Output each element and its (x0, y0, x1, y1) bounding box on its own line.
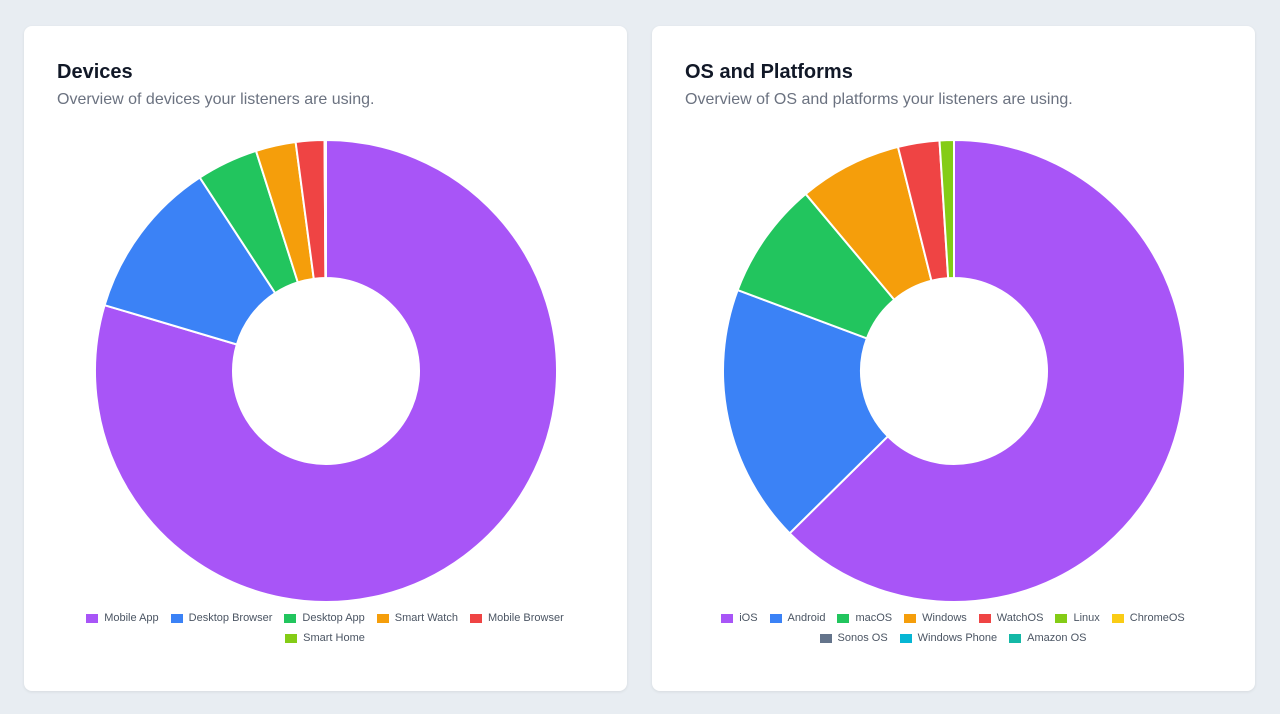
legend-swatch (769, 613, 782, 623)
legend-label: Smart Watch (394, 612, 458, 624)
legend-label: WatchOS (996, 612, 1044, 624)
legend-swatch (721, 613, 734, 623)
legend-swatch (284, 613, 297, 623)
card: Devices Overview of devices your listene… (24, 26, 627, 691)
chart-title: Devices (57, 61, 133, 83)
legend-swatch (469, 613, 482, 623)
legend-item: macOS (837, 612, 892, 624)
legend-swatch (899, 633, 912, 643)
legend-item: Windows Phone (899, 632, 998, 644)
legend-item: ChromeOS (1111, 612, 1185, 624)
slice (323, 138, 327, 280)
legend-swatch (837, 613, 850, 623)
legend-item: Desktop Browser (170, 612, 273, 624)
legend-item: WatchOS (978, 612, 1044, 624)
chart-subtitle: Overview of devices your listeners are u… (57, 91, 375, 108)
legend-item: Smart Watch (376, 612, 458, 624)
legend-swatch (170, 613, 183, 623)
slice (788, 138, 1186, 603)
legend-swatch (285, 633, 298, 643)
card: OS and Platforms Overview of OS and plat… (652, 26, 1255, 691)
chart (94, 138, 558, 603)
legend-label: Windows (922, 612, 967, 624)
legend-swatch (1111, 613, 1124, 623)
legend-label: Smart Home (303, 632, 365, 644)
legend-swatch (86, 613, 99, 623)
legend: Mobile App Desktop Browser Desktop App Smar… (65, 612, 585, 644)
legend-item: Windows (904, 612, 967, 624)
legend-label: Mobile App (104, 612, 159, 624)
legend-label: Sonos OS (837, 632, 888, 644)
legend-label: iOS (739, 612, 758, 624)
legend-swatch (1009, 633, 1022, 643)
legend-item: iOS (721, 612, 758, 624)
legend-label: ChromeOS (1129, 612, 1185, 624)
legend-label: Desktop Browser (188, 612, 273, 624)
slice (94, 138, 558, 603)
legend-label: Windows Phone (917, 632, 998, 644)
legend-swatch (819, 633, 832, 643)
legend-item: Mobile App (86, 612, 159, 624)
legend-item: Linux (1055, 612, 1100, 624)
legend-swatch (1055, 613, 1068, 623)
slice (722, 288, 890, 535)
legend-item: Android (769, 612, 826, 624)
legend-label: Linux (1073, 612, 1100, 624)
legend-label: Mobile Browser (487, 612, 564, 624)
legend-label: macOS (855, 612, 893, 624)
legend-swatch (904, 613, 917, 623)
chart (722, 138, 1186, 603)
chart-subtitle: Overview of OS and platforms your listen… (685, 91, 1073, 108)
legend-item: Sonos OS (819, 632, 888, 644)
legend-label: Amazon OS (1027, 632, 1087, 644)
legend-label: Android (787, 612, 826, 624)
legend-item: Amazon OS (1009, 632, 1086, 644)
legend-item: Mobile Browser (469, 612, 564, 624)
legend-label: Desktop App (302, 612, 365, 624)
legend-swatch (376, 613, 389, 623)
legend-swatch (978, 613, 991, 623)
chart-title: OS and Platforms (685, 61, 853, 83)
legend-item: Desktop App (284, 612, 365, 624)
legend: iOS Android macOS Windows WatchOS Linux Chrome… (693, 612, 1213, 644)
legend-item: Smart Home (285, 632, 365, 644)
